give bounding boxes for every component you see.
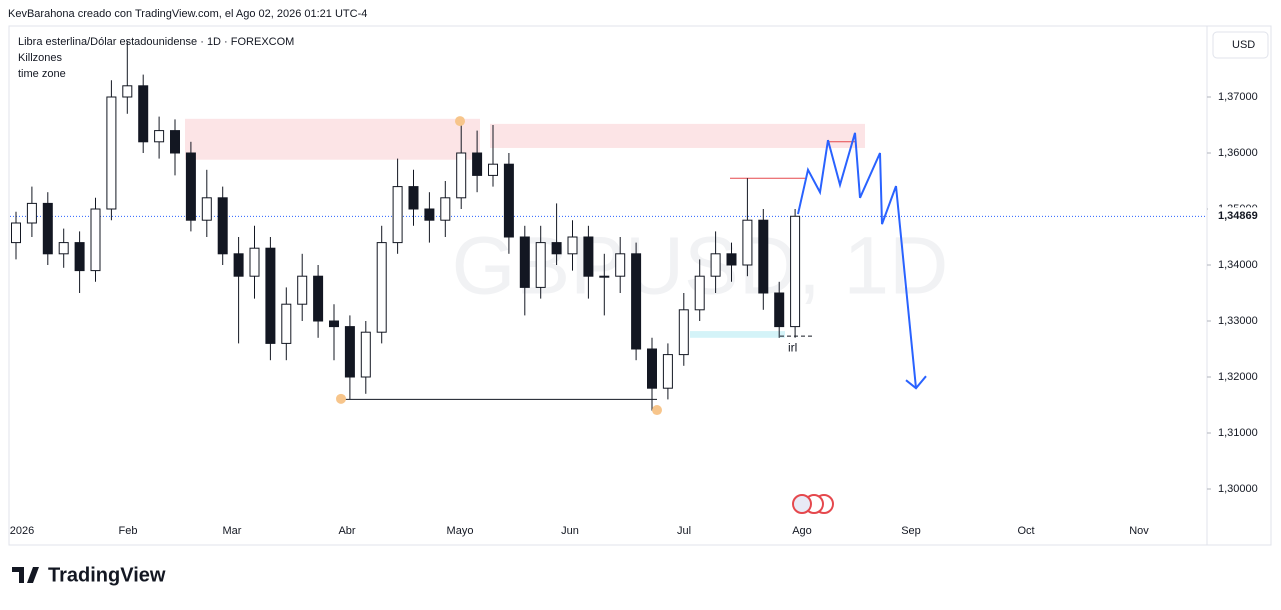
candle-body — [456, 152, 467, 199]
candle-body — [360, 331, 371, 378]
candle-body — [217, 197, 228, 255]
x-tick-label: Sep — [901, 525, 921, 537]
last-price-label: 1,34869 — [1218, 210, 1258, 222]
y-tick-label: 1,36000 — [1218, 147, 1258, 159]
candle-body — [424, 208, 435, 221]
last-price-box — [1208, 207, 1270, 226]
flags — [792, 494, 834, 514]
candle-body — [662, 354, 673, 389]
candle-body — [694, 275, 705, 311]
candle-body — [90, 208, 101, 272]
y-tick-label: 1,32000 — [1218, 371, 1258, 383]
candle-body — [58, 242, 69, 255]
pivot-dot — [652, 405, 662, 416]
y-tick-label: 1,37000 — [1218, 91, 1258, 103]
zone — [185, 118, 480, 160]
candle-body — [726, 253, 737, 266]
header: KevBarahona creado con TradingView.com, … — [8, 8, 367, 20]
candle-body — [11, 222, 21, 244]
candle-body — [201, 197, 212, 221]
candle-body — [551, 242, 562, 255]
candle-body — [313, 275, 324, 322]
candle-body — [408, 186, 419, 210]
projection-path — [797, 132, 917, 389]
candle-body — [440, 197, 451, 221]
x-tick-label: Ago — [792, 525, 812, 537]
candle-body — [599, 275, 610, 278]
candle-body — [631, 253, 642, 350]
candle-body — [615, 253, 626, 277]
x-tick-label: Oct — [1017, 525, 1034, 537]
legend-line: Killzones — [18, 52, 63, 64]
pivot-dot — [336, 393, 346, 404]
candle-body — [790, 215, 801, 328]
candle-body — [233, 253, 244, 277]
brand: TradingView — [48, 564, 166, 586]
x-tick-label: Mayo — [447, 525, 474, 537]
pivot-dot — [455, 116, 465, 127]
candle-body — [488, 163, 498, 176]
irl-label: irl — [788, 340, 797, 354]
x-tick-label: Feb — [119, 525, 138, 537]
y-tick-label: 1,31000 — [1218, 427, 1258, 439]
candle-body — [519, 236, 530, 288]
x-tick-label: 2026 — [10, 525, 34, 537]
legend-line: Libra esterlina/Dólar estadounidense · 1… — [18, 36, 294, 48]
legend-line: time zone — [18, 68, 66, 80]
candle-body — [472, 152, 483, 176]
candle-body — [281, 303, 292, 344]
candle-body — [154, 130, 165, 143]
x-tick-label: Nov — [1129, 525, 1149, 537]
x-tick-label: Jul — [677, 525, 691, 537]
candle-body — [503, 163, 514, 238]
y-tick-label: 1,30000 — [1218, 483, 1258, 495]
x-tick-label: Abr — [338, 525, 355, 537]
frame — [8, 25, 1272, 546]
candle-body — [535, 242, 546, 288]
zone — [690, 331, 785, 338]
candle-body — [647, 348, 657, 389]
x-tick-label: Mar — [223, 525, 242, 537]
candle-body — [376, 242, 387, 333]
candle-body — [138, 85, 149, 143]
candle-body — [344, 326, 355, 378]
candle-body — [392, 186, 403, 244]
candle-body — [710, 253, 721, 277]
candle-body — [106, 96, 117, 210]
x-tick-label: Jun — [561, 525, 579, 537]
candle-body — [74, 242, 85, 272]
candle-body — [42, 202, 53, 255]
candle-body — [329, 320, 339, 328]
currency-button[interactable] — [1212, 31, 1269, 59]
candle-body — [122, 85, 133, 98]
projection-arrowhead — [905, 375, 927, 390]
y-tick-label: 1,33000 — [1218, 315, 1258, 327]
candle-body — [583, 236, 594, 277]
candle-body — [185, 152, 196, 221]
y-tick-label: 1,34000 — [1218, 259, 1258, 271]
zone — [490, 123, 865, 148]
candle-body — [170, 130, 180, 154]
candle-body — [758, 219, 769, 294]
candle-body — [297, 275, 308, 305]
candle-body — [742, 219, 753, 266]
candle-body — [774, 292, 785, 328]
currency: USD — [1232, 39, 1255, 51]
candle-body — [26, 202, 37, 224]
candle-body — [567, 236, 578, 255]
candle-body — [678, 309, 689, 356]
candle-body — [265, 247, 276, 344]
logo: TradingView — [12, 564, 166, 586]
candle-body — [249, 247, 260, 277]
